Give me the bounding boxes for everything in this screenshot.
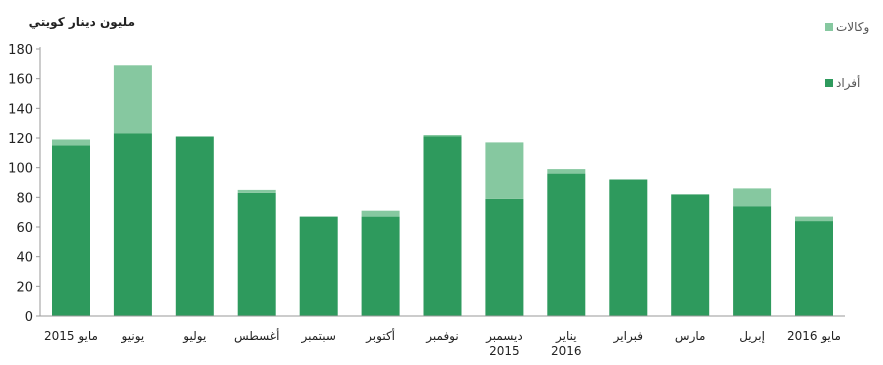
x-tick-label: مايو 2016 — [787, 329, 841, 344]
bar-segment-series-0 — [609, 179, 648, 316]
x-tick-label: نوفمبر — [425, 329, 458, 344]
y-tick-label: 40 — [16, 251, 33, 266]
x-tick-label: يوليو — [182, 329, 206, 344]
y-tick-label: 180 — [8, 43, 33, 58]
x-tick-label: أكتوبر — [365, 328, 395, 344]
y-tick-label: 140 — [8, 102, 33, 117]
bar-segment-series-0 — [361, 216, 400, 316]
y-tick-label: 160 — [8, 73, 33, 88]
bar-segment-series-1 — [485, 142, 524, 199]
x-tick-label: يونيو — [121, 329, 145, 344]
bar-segment-series-0 — [52, 145, 90, 316]
bar-segment-series-1 — [237, 189, 276, 193]
bar-segment-series-0 — [113, 133, 152, 316]
x-tick-label: سبتمبر — [300, 329, 335, 344]
y-axis: 0 20 40 60 80 100 120 140 160 180 — [8, 43, 41, 325]
bar-segment-series-1 — [547, 169, 586, 174]
x-tick-label: 2015 — [489, 344, 520, 358]
legend: وكالات أفراد — [825, 20, 869, 91]
bar-segment-series-0 — [733, 206, 772, 316]
x-tick-label: مارس — [675, 329, 706, 344]
bar-segment-series-0 — [485, 198, 524, 316]
bar-segment-series-0 — [795, 221, 833, 316]
y-axis-unit-label: مليون دينار كويتي — [29, 15, 135, 30]
bar-segment-series-1 — [423, 135, 462, 137]
x-tick-label: يناير — [555, 329, 577, 344]
y-tick-label: 0 — [25, 310, 33, 325]
x-tick-label: فبراير — [613, 329, 643, 344]
x-tick-label: ديسمبر — [485, 329, 523, 344]
x-tick-label: 2016 — [551, 344, 582, 358]
x-tick-label: مايو 2015 — [44, 329, 98, 344]
x-tick-label: أغسطس — [234, 328, 279, 344]
bar-segment-series-0 — [237, 192, 276, 316]
y-tick-label: 80 — [16, 191, 33, 206]
bar-segment-series-0 — [175, 136, 214, 316]
y-tick-label: 60 — [16, 221, 33, 236]
bar-segment-series-0 — [299, 216, 338, 316]
x-axis: مايو 2015 يونيو يوليو أغسطس سبتمبر أكتوبر نوفم… — [40, 315, 845, 358]
y-tick-label: 100 — [8, 162, 33, 177]
bar-segment-series-0 — [423, 136, 462, 316]
bar-segment-series-1 — [52, 139, 90, 146]
x-tick-label: إبريل — [739, 329, 765, 344]
legend-label: وكالات — [836, 20, 869, 35]
legend-swatch — [825, 23, 833, 31]
bar-segment-series-0 — [671, 194, 710, 316]
bar-segment-series-0 — [547, 173, 586, 316]
legend-label: أفراد — [836, 75, 860, 91]
bar-segment-series-1 — [113, 65, 152, 134]
bars — [52, 65, 833, 316]
bar-segment-series-1 — [361, 210, 400, 217]
legend-swatch — [825, 79, 833, 87]
y-tick-label: 20 — [16, 280, 33, 295]
bar-segment-series-1 — [795, 216, 833, 221]
y-tick-label: 120 — [8, 132, 33, 147]
bar-segment-series-1 — [733, 188, 772, 207]
